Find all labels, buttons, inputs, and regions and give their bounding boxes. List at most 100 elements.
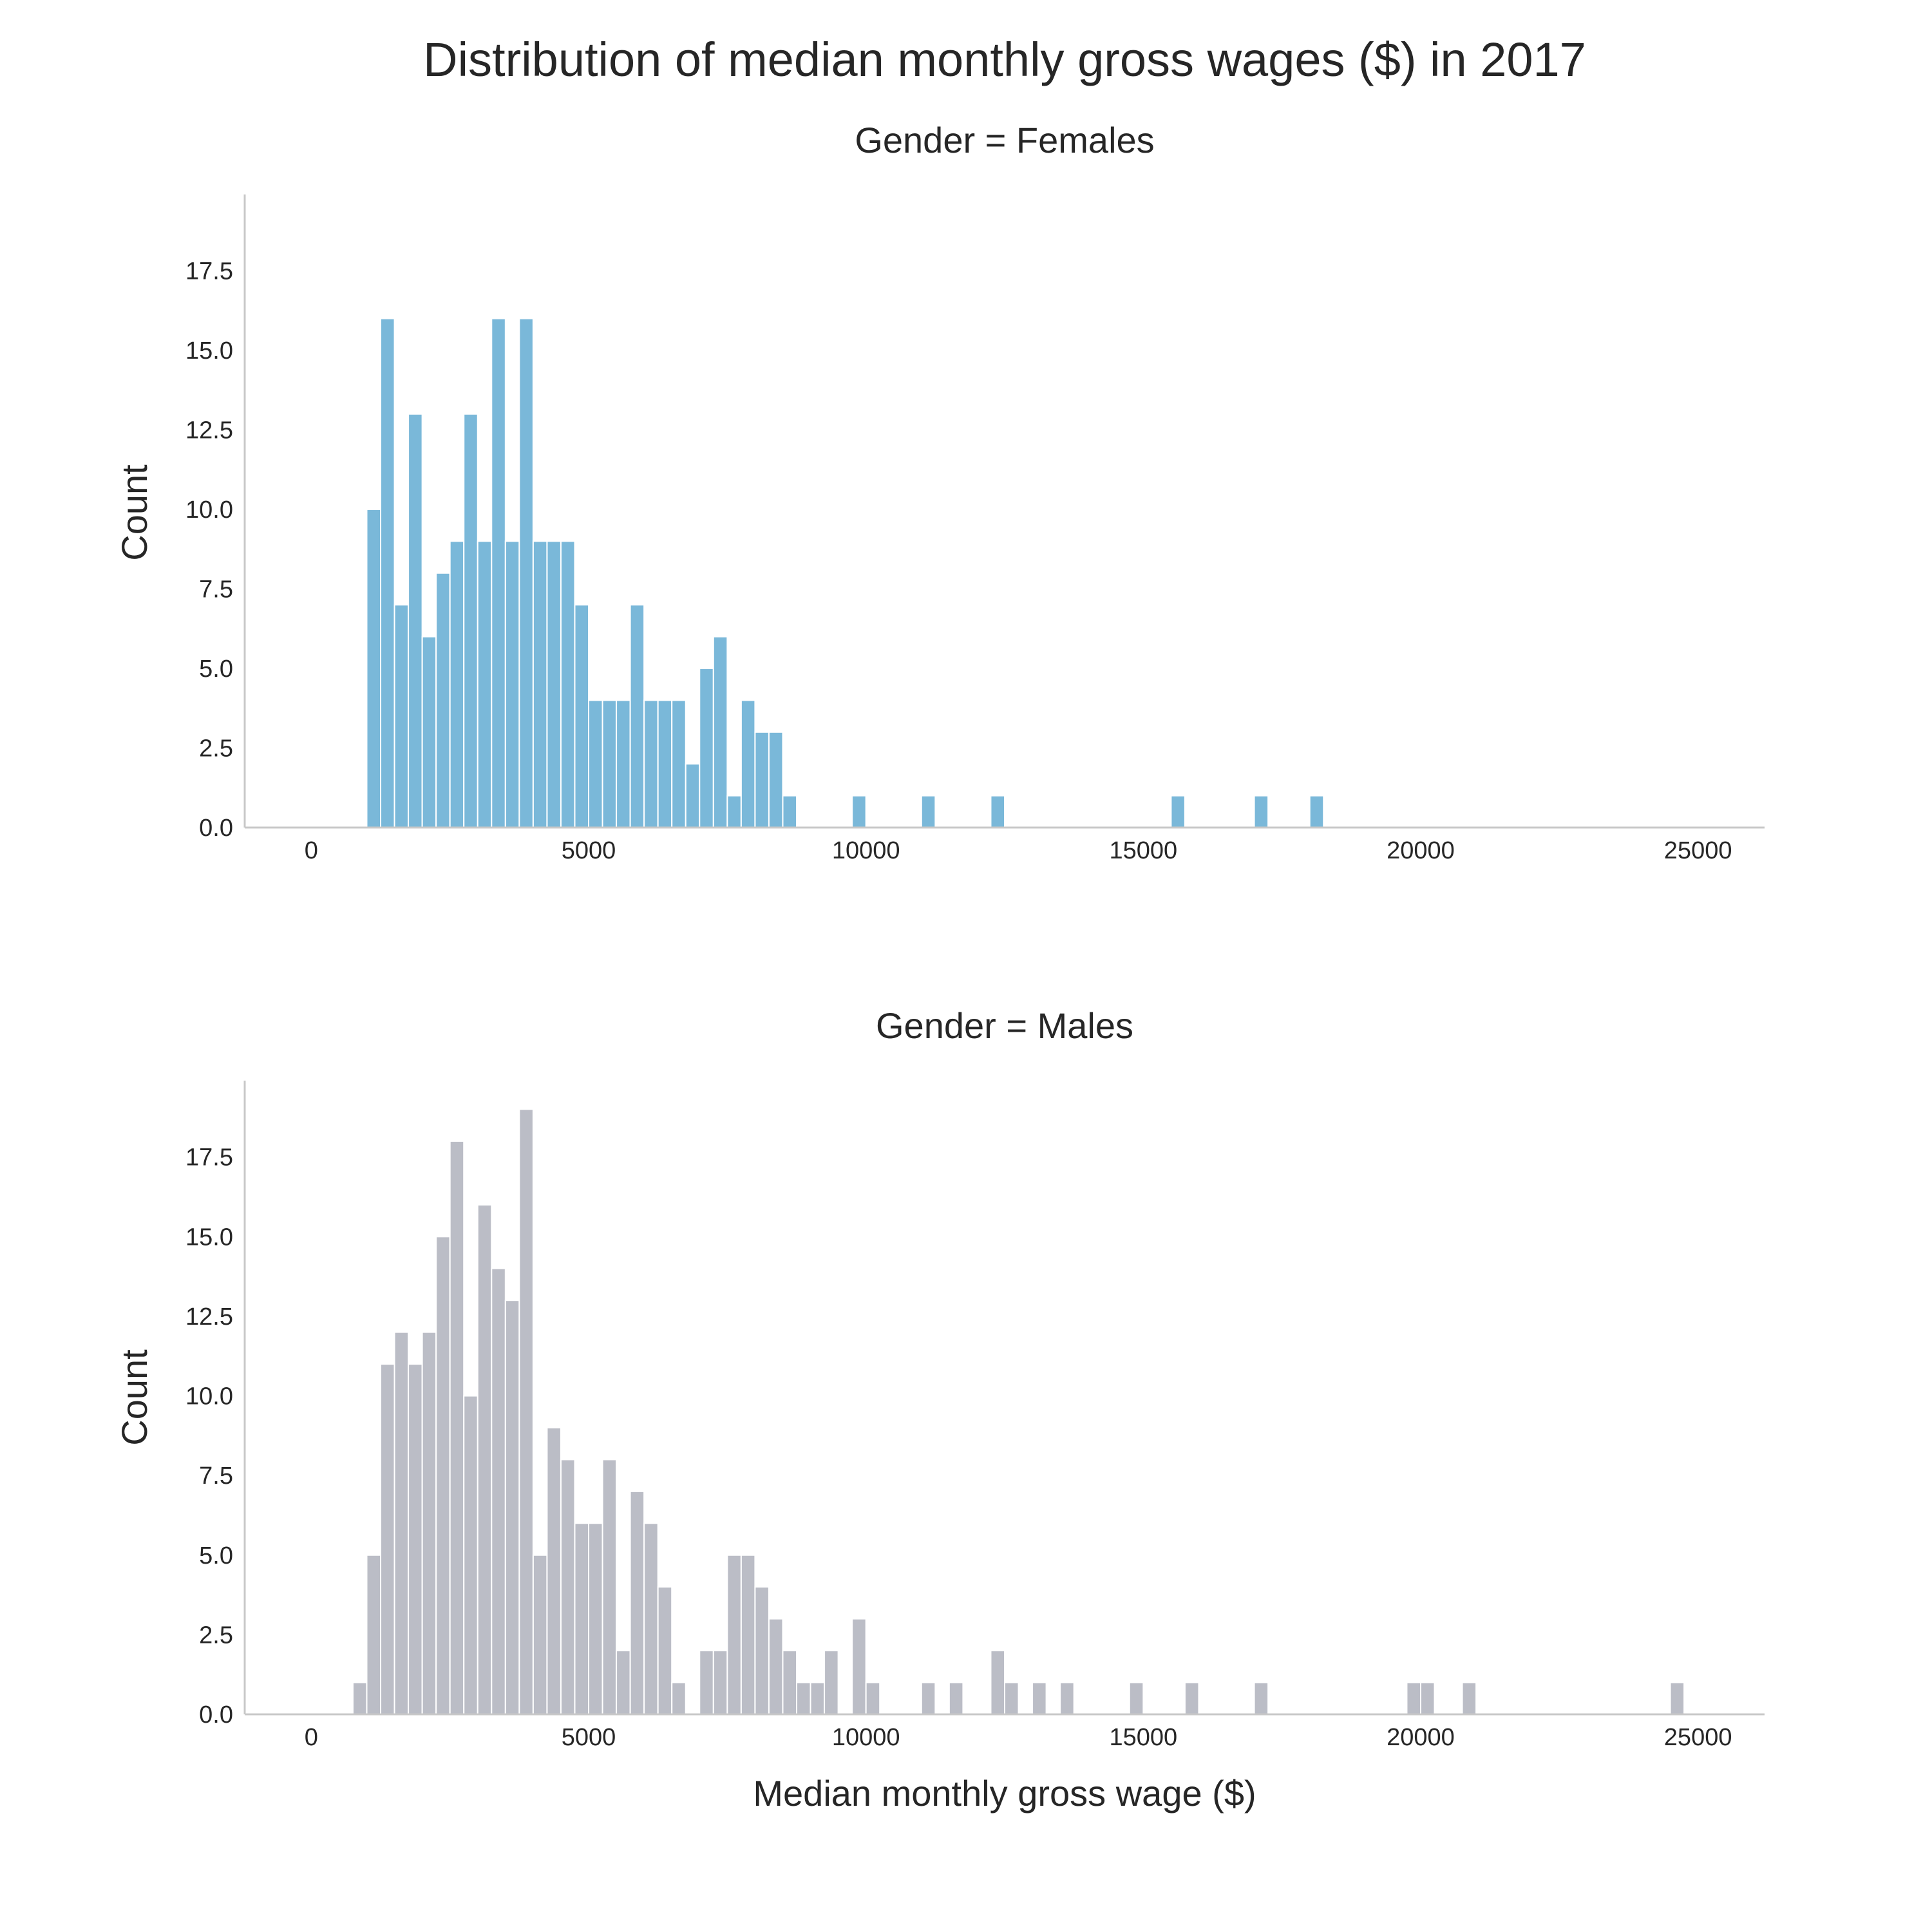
bar-females-16 bbox=[588, 699, 603, 829]
y-tick-label-males: 12.5 bbox=[185, 1303, 233, 1331]
bar-males-7 bbox=[449, 1140, 465, 1715]
bar-males-25 bbox=[712, 1650, 728, 1715]
bar-females-6 bbox=[449, 540, 465, 828]
y-tick-label-males: 17.5 bbox=[185, 1144, 233, 1171]
bar-females-20 bbox=[643, 699, 659, 829]
bar-males-39 bbox=[1004, 1681, 1019, 1715]
bar-males-17 bbox=[588, 1522, 603, 1716]
bar-females-34 bbox=[1170, 795, 1186, 829]
bar-females-22 bbox=[671, 699, 687, 829]
y-tick-label-females: 5.0 bbox=[199, 656, 233, 683]
x-tick-label-females: 20000 bbox=[1387, 837, 1455, 864]
bars-females bbox=[366, 317, 1325, 829]
bar-males-18 bbox=[601, 1459, 618, 1715]
bar-males-8 bbox=[463, 1395, 478, 1715]
x-tick-label-males: 5000 bbox=[562, 1724, 616, 1751]
bar-males-47 bbox=[1461, 1681, 1477, 1715]
bar-males-46 bbox=[1419, 1681, 1435, 1715]
y-tick-label-males: 10.0 bbox=[185, 1383, 233, 1410]
bar-females-19 bbox=[629, 604, 645, 829]
figure-title: Distribution of median monthly gross wag… bbox=[423, 33, 1586, 86]
bar-females-7 bbox=[463, 413, 478, 828]
x-tick-label-males: 25000 bbox=[1664, 1724, 1732, 1751]
bar-females-21 bbox=[657, 699, 673, 829]
bar-females-2 bbox=[393, 604, 410, 829]
bar-females-26 bbox=[726, 795, 742, 829]
bar-males-15 bbox=[560, 1459, 576, 1715]
x-tick-label-females: 5000 bbox=[562, 837, 616, 864]
bar-males-19 bbox=[616, 1650, 631, 1715]
bar-females-25 bbox=[712, 636, 728, 828]
y-tick-label-males: 0.0 bbox=[199, 1701, 233, 1728]
bar-females-12 bbox=[532, 540, 548, 828]
bar-males-32 bbox=[810, 1681, 826, 1715]
bar-males-48 bbox=[1669, 1681, 1685, 1715]
bar-females-11 bbox=[518, 317, 534, 828]
bar-males-42 bbox=[1128, 1681, 1144, 1715]
bar-males-44 bbox=[1253, 1681, 1269, 1715]
bar-males-22 bbox=[657, 1586, 673, 1715]
bar-males-3 bbox=[393, 1331, 410, 1715]
bar-females-1 bbox=[380, 317, 395, 828]
bar-females-0 bbox=[366, 509, 382, 828]
bar-males-29 bbox=[768, 1618, 784, 1715]
x-tick-label-females: 0 bbox=[305, 837, 318, 864]
x-tick-label-males: 0 bbox=[305, 1724, 318, 1751]
x-tick-label-males: 10000 bbox=[832, 1724, 900, 1751]
y-axis-label-females: Count bbox=[114, 464, 155, 561]
bar-females-15 bbox=[574, 604, 590, 829]
y-tick-label-females: 2.5 bbox=[199, 735, 233, 762]
bar-males-0 bbox=[352, 1681, 368, 1715]
bar-females-10 bbox=[504, 540, 520, 828]
y-tick-label-males: 2.5 bbox=[199, 1622, 233, 1649]
bar-females-8 bbox=[477, 540, 493, 828]
bar-females-31 bbox=[851, 795, 867, 829]
bar-females-36 bbox=[1309, 795, 1325, 829]
y-tick-label-males: 5.0 bbox=[199, 1542, 233, 1569]
bar-males-41 bbox=[1059, 1681, 1075, 1715]
bar-males-20 bbox=[629, 1490, 645, 1716]
bar-females-29 bbox=[768, 731, 784, 829]
bar-females-23 bbox=[685, 763, 701, 829]
bar-males-27 bbox=[740, 1554, 756, 1716]
y-tick-label-females: 7.5 bbox=[199, 576, 233, 603]
panel-males: Gender = Males Count 0 5000 10000 15000 2000… bbox=[114, 1005, 1765, 1751]
bar-males-30 bbox=[782, 1650, 798, 1715]
bar-females-32 bbox=[920, 795, 936, 829]
bar-males-11 bbox=[504, 1300, 520, 1715]
bar-males-21 bbox=[643, 1522, 659, 1716]
x-tick-label-males: 20000 bbox=[1387, 1724, 1455, 1751]
bar-males-45 bbox=[1406, 1681, 1421, 1715]
bar-males-35 bbox=[865, 1681, 881, 1715]
bar-males-23 bbox=[671, 1681, 687, 1715]
bar-males-4 bbox=[408, 1363, 423, 1715]
x-tick-label-females: 25000 bbox=[1664, 837, 1732, 864]
bar-males-31 bbox=[796, 1681, 811, 1715]
y-tick-label-males: 15.0 bbox=[185, 1224, 233, 1251]
bar-males-37 bbox=[948, 1681, 964, 1715]
bar-females-14 bbox=[560, 540, 576, 828]
bar-males-10 bbox=[491, 1267, 506, 1715]
bar-females-30 bbox=[782, 795, 798, 829]
ticks-males: 0 5000 10000 15000 20000 25000 0.0 2.5 5.0 7.5 10.… bbox=[185, 1144, 1732, 1751]
ticks-females: 0 5000 10000 15000 20000 25000 0.0 2.5 5.0 7.5 10.… bbox=[185, 258, 1732, 864]
bar-males-2 bbox=[380, 1363, 395, 1715]
bar-males-9 bbox=[477, 1204, 493, 1715]
y-tick-label-females: 0.0 bbox=[199, 815, 233, 842]
bar-females-3 bbox=[408, 413, 423, 828]
x-tick-label-males: 15000 bbox=[1109, 1724, 1177, 1751]
x-axis-label: Median monthly gross wage ($) bbox=[753, 1773, 1256, 1814]
bar-males-24 bbox=[699, 1650, 714, 1715]
bar-females-35 bbox=[1253, 795, 1269, 829]
bar-females-33 bbox=[990, 795, 1006, 829]
x-tick-label-females: 10000 bbox=[832, 837, 900, 864]
y-tick-label-females: 10.0 bbox=[185, 497, 233, 524]
bar-females-17 bbox=[601, 699, 618, 829]
panel-title-females: Gender = Females bbox=[855, 120, 1154, 160]
bar-males-33 bbox=[824, 1650, 839, 1715]
bar-females-24 bbox=[699, 668, 714, 828]
x-tick-label-females: 15000 bbox=[1109, 837, 1177, 864]
bar-males-26 bbox=[726, 1554, 742, 1716]
bar-males-1 bbox=[366, 1554, 382, 1716]
